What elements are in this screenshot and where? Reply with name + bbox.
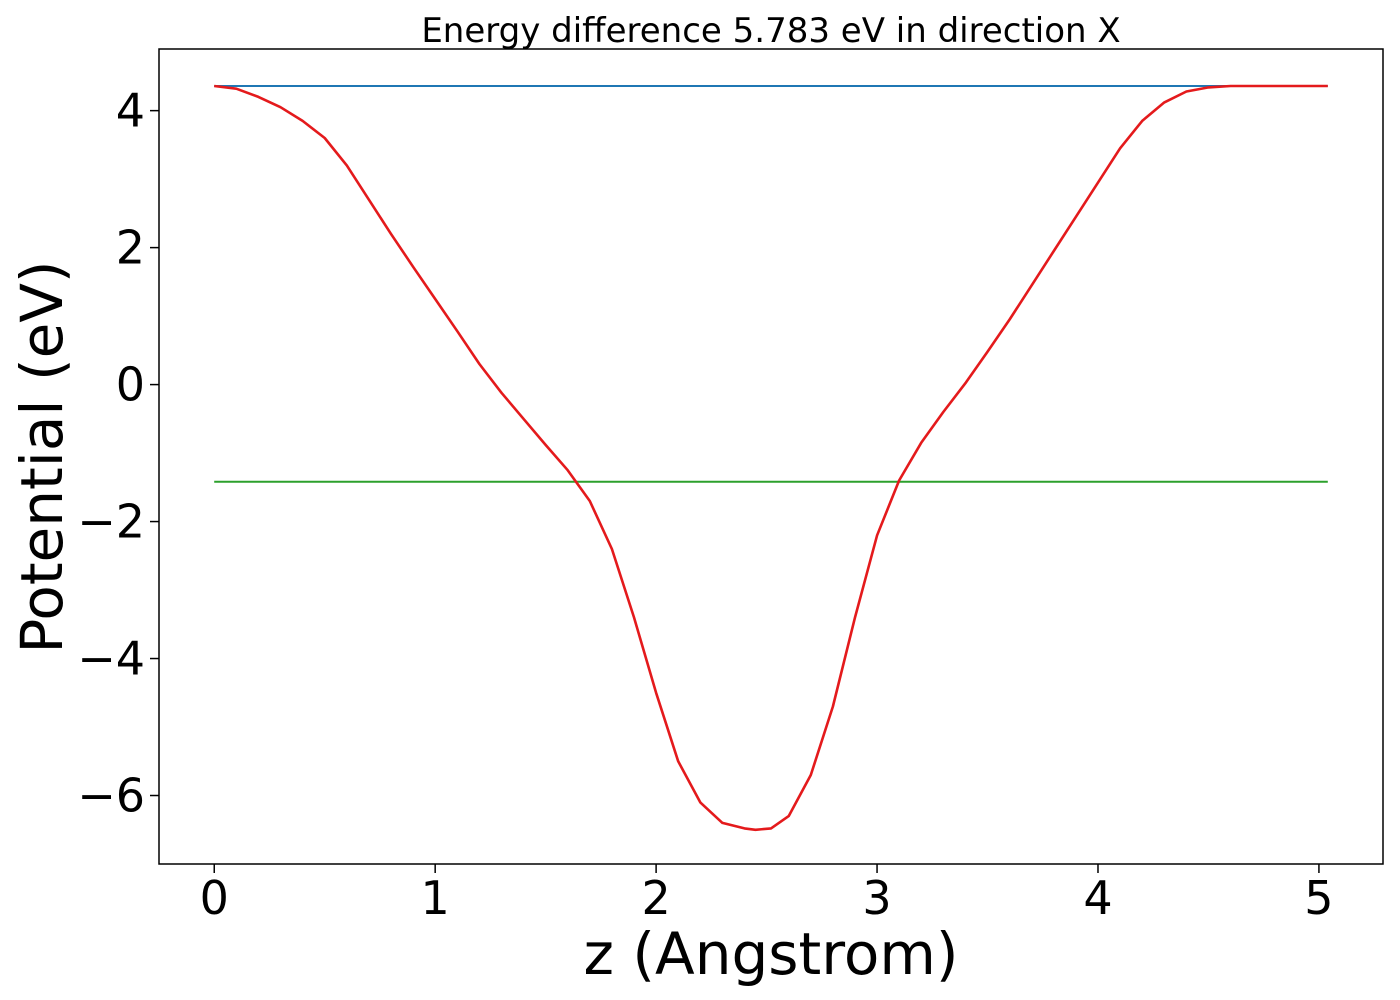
x-tick-label: 3	[862, 871, 891, 925]
y-tick-label: −2	[77, 495, 145, 549]
plot-area	[214, 84, 1328, 832]
x-tick-label: 0	[200, 871, 229, 925]
x-axis: 0 1 2 3 4 5	[200, 864, 1334, 925]
y-tick-label: −6	[77, 769, 145, 823]
series-line-3	[214, 84, 1328, 832]
y-tick-label: 0	[116, 358, 145, 412]
x-tick-label: 1	[421, 871, 450, 925]
plot-frame	[158, 48, 1384, 865]
y-tick-label: 4	[116, 84, 145, 138]
y-axis: −6 −4 −2 0 2 4	[77, 84, 159, 823]
x-tick-label: 4	[1083, 871, 1112, 925]
x-tick-label: 5	[1304, 871, 1333, 925]
x-tick-label: 2	[641, 871, 670, 925]
chart-title: Energy difference 5.783 eV in direction …	[421, 11, 1120, 51]
x-axis-label: z (Angstrom)	[584, 920, 959, 988]
y-axis-label: Potential (eV)	[8, 260, 76, 653]
y-tick-label: −4	[77, 632, 145, 686]
y-tick-label: 2	[116, 221, 145, 275]
